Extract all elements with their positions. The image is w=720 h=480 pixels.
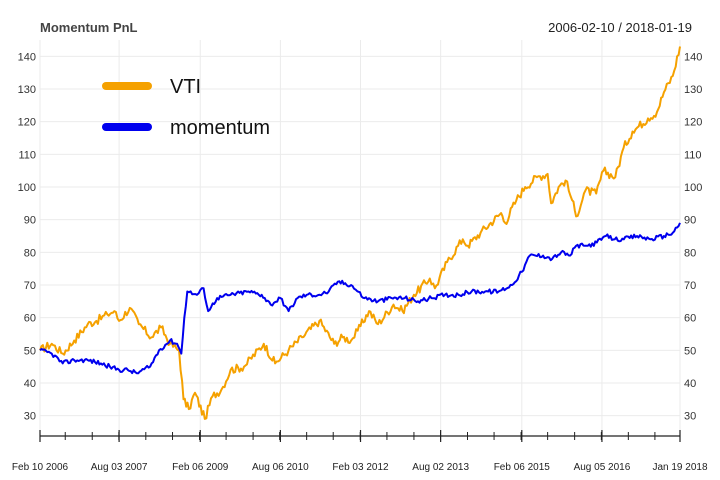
y-tick-label-right: 90 <box>684 215 696 227</box>
series-layer <box>39 46 681 420</box>
x-tick-label: Feb 10 2006 <box>12 462 69 473</box>
y-tick-label-right: 30 <box>684 411 696 423</box>
y-tick-label-left: 80 <box>24 247 36 259</box>
chart-title: Momentum PnL <box>40 20 138 35</box>
y-tick-label-right: 120 <box>684 117 702 129</box>
y-tick-label-left: 90 <box>24 215 36 227</box>
y-tick-label-left: 70 <box>24 280 36 292</box>
y-tick-label-right: 60 <box>684 313 696 325</box>
y-tick-label-left: 30 <box>24 411 36 423</box>
y-tick-label-left: 100 <box>18 182 36 194</box>
y-tick-label-left: 40 <box>24 378 36 390</box>
legend-label-vti: VTI <box>170 76 201 98</box>
y-tick-label-right: 40 <box>684 378 696 390</box>
legend-label-momentum: momentum <box>170 117 270 139</box>
y-tick-label-left: 130 <box>18 84 36 96</box>
y-tick-label-right: 50 <box>684 345 696 357</box>
y-tick-label-left: 110 <box>18 149 36 161</box>
x-tick-label: Aug 02 2013 <box>412 462 469 473</box>
x-tick-label: Aug 03 2007 <box>91 462 148 473</box>
x-tick-label: Aug 05 2016 <box>574 462 631 473</box>
y-tick-label-left: 120 <box>18 117 36 129</box>
y-tick-label-right: 140 <box>684 51 702 63</box>
y-axis-left: 30 40 50 60 70 80 90 100 110 120 130 140 <box>18 51 36 422</box>
series-line-vti <box>39 46 681 420</box>
y-tick-label-right: 130 <box>684 84 702 96</box>
y-tick-label-left: 60 <box>24 313 36 325</box>
x-tick-label: Aug 06 2010 <box>252 462 309 473</box>
y-axis-right: 30 40 50 60 70 80 90 100 110 120 130 140 <box>684 51 702 422</box>
y-tick-label-left: 50 <box>24 345 36 357</box>
y-tick-label-left: 140 <box>18 51 36 63</box>
y-tick-label-right: 70 <box>684 280 696 292</box>
x-tick-label: Jan 19 2018 <box>652 462 707 473</box>
series-line-momentum <box>39 222 681 375</box>
x-axis: Feb 10 2006 Aug 03 2007 Feb 06 2009 Aug 06 … <box>12 430 708 473</box>
y-tick-label-right: 110 <box>684 149 702 161</box>
legend: VTI momentum <box>102 76 270 139</box>
x-tick-label: Feb 03 2012 <box>332 462 389 473</box>
y-tick-label-right: 100 <box>684 182 702 194</box>
date-range-label: 2006-02-10 / 2018-01-19 <box>548 20 692 35</box>
x-tick-label: Feb 06 2009 <box>172 462 229 473</box>
x-tick-label: Feb 06 2015 <box>494 462 551 473</box>
y-tick-label-right: 80 <box>684 247 696 259</box>
